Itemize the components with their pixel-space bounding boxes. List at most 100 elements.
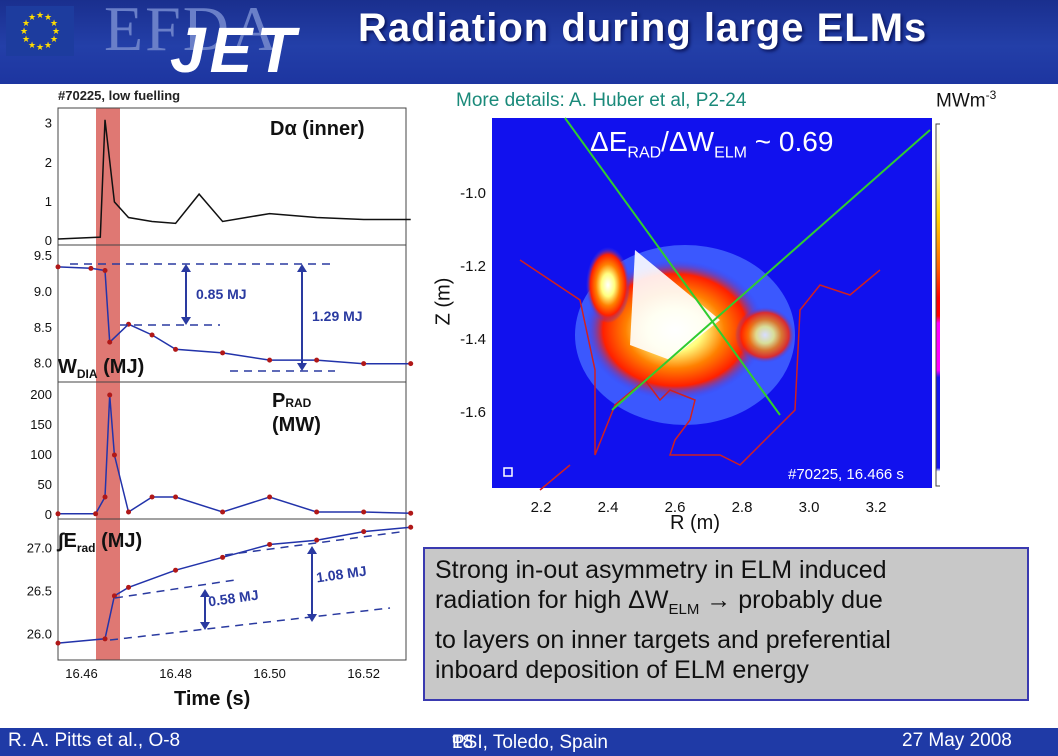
trace-line-3 (57, 526, 411, 644)
eu-flag-icon: ★ ★ ★ ★ ★ ★ ★ ★ ★ ★ ★ ★ (6, 6, 74, 56)
y-tick-label: 150 (30, 417, 52, 432)
trace-point (267, 494, 273, 500)
trace-line-0 (57, 119, 411, 240)
trace-point (173, 494, 179, 500)
trace-point (102, 636, 108, 642)
svg-text:★: ★ (36, 11, 44, 21)
y-tick-label: 9.5 (34, 248, 52, 263)
svg-text:★: ★ (52, 27, 60, 37)
svg-text:★: ★ (44, 13, 52, 23)
map-y-tick: -1.2 (460, 258, 486, 275)
trace-point (314, 509, 320, 515)
x-tick-label: 16.48 (159, 666, 192, 681)
x-tick-label: 16.52 (347, 666, 380, 681)
map-ylabel: Z (m) (432, 277, 455, 326)
y-tick-label: 0 (45, 507, 52, 522)
wdia-label: WDIA (MJ) (58, 356, 145, 381)
trace-point (408, 361, 414, 367)
footer-date: 27 May 2008 (902, 730, 1012, 751)
x-tick-label: 16.46 (65, 666, 98, 681)
jet-logo: JET (170, 14, 300, 86)
trace-point (126, 584, 132, 590)
svg-text:★: ★ (44, 41, 52, 51)
details-reference: More details: A. Huber et al, P2-24 (456, 90, 747, 111)
map-y-tick: -1.0 (460, 185, 486, 202)
erad-label: ∫Erad (MJ) (58, 530, 143, 555)
trace-point (173, 567, 179, 573)
y-tick-label: 8.0 (34, 356, 52, 371)
svg-text:★: ★ (50, 19, 58, 29)
map-y-tick: -1.6 (460, 404, 486, 421)
callout-line-1: Strong in-out asymmetry in ELM induced (435, 556, 887, 584)
trace-point (220, 350, 226, 356)
map-x-tick: 2.8 (732, 499, 753, 516)
map-x-tick: 2.2 (531, 499, 552, 516)
svg-text:★: ★ (22, 35, 30, 45)
page-title: Radiation during large ELMs (358, 6, 928, 50)
callout-line-4: inboard deposition of ELM energy (435, 656, 809, 684)
trace-point (220, 509, 226, 515)
y-tick-label: 3 (45, 116, 52, 131)
callout-line-3: to layers on inner targets and preferent… (435, 626, 891, 654)
map-shot-label: #70225, 16.466 s (788, 466, 904, 483)
svg-text:★: ★ (28, 41, 36, 51)
y-tick-label: 1 (45, 194, 52, 209)
trace-point (102, 494, 108, 500)
map-y-tick: -1.4 (460, 331, 486, 348)
trace-point (361, 529, 367, 535)
map-x-tick: 2.4 (598, 499, 619, 516)
trace-point (314, 357, 320, 363)
trace-point (408, 510, 414, 516)
radiation-map: 2.22.42.62.83.03.2-1.0-1.2-1.4-1.615.010… (460, 117, 940, 516)
y-tick-label: 8.5 (34, 320, 52, 335)
trace-point (361, 509, 367, 515)
map-xlabel: R (m) (670, 512, 720, 534)
y-tick-label: 200 (30, 387, 52, 402)
colorbar-unit: MWm-3 (936, 88, 997, 112)
trace-point (408, 524, 414, 530)
svg-text:★: ★ (50, 35, 58, 45)
prad-label: PRAD (MW) (272, 390, 321, 436)
y-tick-label: 100 (30, 447, 52, 462)
y-tick-label: 50 (38, 477, 52, 492)
y-tick-label: 26.0 (27, 627, 52, 642)
trace-point (55, 640, 61, 646)
svg-text:★: ★ (22, 19, 30, 29)
ann-085: 0.85 MJ (196, 286, 247, 302)
colorbar (935, 123, 940, 487)
trace-point (111, 452, 117, 458)
elm-highlight-band (96, 108, 120, 660)
trace-point (361, 361, 367, 367)
svg-text:★: ★ (36, 43, 44, 53)
trace-point (149, 494, 155, 500)
svg-text:★: ★ (28, 13, 36, 23)
y-tick-label: 26.5 (27, 584, 52, 599)
trace-point (102, 268, 108, 273)
y-tick-label: 2 (45, 155, 52, 170)
y-tick-label: 0 (45, 233, 52, 248)
x-tick-label: 16.50 (253, 666, 286, 681)
ann-129: 1.29 MJ (312, 308, 363, 324)
trace-point (314, 537, 320, 543)
shot-label: #70225, low fuelling (58, 88, 181, 103)
dalpha-label: Dα (inner) (270, 118, 365, 140)
trace-point (55, 511, 61, 517)
trace-point (126, 509, 132, 515)
trace-point (267, 541, 273, 547)
efda-logo: EFDA (104, 0, 280, 64)
map-x-tick: 3.2 (866, 499, 887, 516)
trace-point (55, 264, 61, 270)
trace-point (220, 554, 226, 560)
energy-ratio-annotation: ΔERAD/ΔWELM ~ 0.69 (590, 126, 834, 162)
conclusion-box: Strong in-out asymmetry in ELM induced r… (423, 547, 1029, 701)
time-traces-plot: 32109.59.08.58.020015010050027.026.526.0… (27, 107, 414, 681)
trace-point (149, 332, 155, 338)
trace-point (267, 357, 273, 363)
trace-point (93, 511, 99, 517)
map-x-tick: 3.0 (799, 499, 820, 516)
header-banner: ★ ★ ★ ★ ★ ★ ★ ★ ★ ★ ★ ★ EFDA JET Radiation durin… (0, 0, 1058, 84)
x-axis-label: Time (s) (174, 688, 251, 710)
y-tick-label: 9.0 (34, 284, 52, 299)
svg-text:★: ★ (20, 27, 28, 37)
